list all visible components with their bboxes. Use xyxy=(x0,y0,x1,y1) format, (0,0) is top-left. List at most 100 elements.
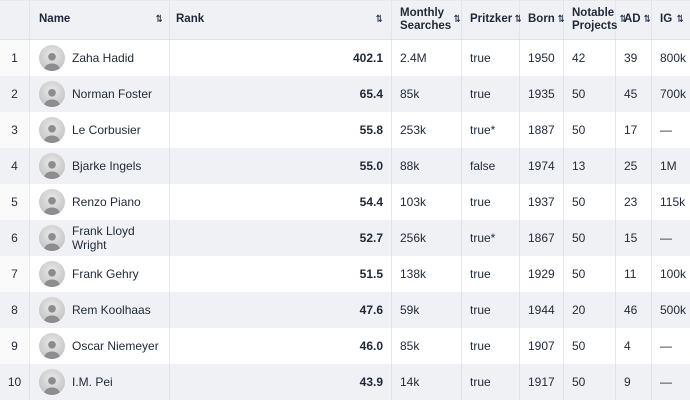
ad-cell: 4 xyxy=(616,328,652,364)
table-body: 1 Zaha Hadid 402.1 2.4M true 1950 42 39 … xyxy=(0,40,690,400)
ad-cell: 17 xyxy=(616,112,652,148)
ad-value: 9 xyxy=(624,375,631,389)
table-row: 3 Le Corbusier 55.8 253k true* 1887 50 1… xyxy=(0,112,690,148)
notable-projects-value: 50 xyxy=(572,375,586,389)
rank-value: 65.4 xyxy=(359,87,383,101)
rank-value: 54.4 xyxy=(359,195,383,209)
name-cell: I.M. Pei xyxy=(30,364,170,400)
ad-value: 11 xyxy=(624,267,637,281)
architect-name: Rem Koolhaas xyxy=(72,302,151,317)
sort-icon[interactable]: ⇅ xyxy=(155,14,163,26)
row-number: 5 xyxy=(11,195,18,209)
ad-cell: 45 xyxy=(616,76,652,112)
notable-projects-value: 20 xyxy=(572,303,586,317)
monthly-searches-value: 85k xyxy=(400,339,420,353)
row-number-cell: 1 xyxy=(0,40,30,76)
row-number: 10 xyxy=(7,375,22,389)
ig-value: 800k xyxy=(660,51,687,65)
row-number-cell: 6 xyxy=(0,220,30,256)
notable-projects-cell: 13 xyxy=(564,148,616,184)
architect-avatar xyxy=(39,45,65,71)
rank-bar-track xyxy=(176,194,338,211)
ig-value: — xyxy=(660,123,672,137)
born-cell: 1950 xyxy=(520,40,564,76)
monthly-searches-cell: 85k xyxy=(392,328,462,364)
ig-value: 115k xyxy=(660,195,686,209)
sort-icon[interactable]: ⇅ xyxy=(453,14,461,26)
born-value: 1937 xyxy=(528,195,555,209)
notable-projects-cell: 50 xyxy=(564,112,616,148)
ig-value: 100k xyxy=(660,267,687,281)
row-number: 9 xyxy=(11,339,18,353)
architect-name: Bjarke Ingels xyxy=(72,158,142,173)
pritzker-cell: true xyxy=(462,328,520,364)
monthly-searches-cell: 253k xyxy=(392,112,462,148)
rank-cell: 402.1 xyxy=(170,40,392,76)
monthly-searches-value: 85k xyxy=(400,87,420,101)
sort-icon[interactable]: ⇅ xyxy=(643,14,651,26)
ig-value: — xyxy=(660,339,672,353)
table-row: 1 Zaha Hadid 402.1 2.4M true 1950 42 39 … xyxy=(0,40,690,76)
ad-cell: 11 xyxy=(616,256,652,292)
ig-cell: 100k xyxy=(652,256,690,292)
born-value: 1950 xyxy=(528,51,555,65)
row-number: 1 xyxy=(11,51,18,65)
architect-avatar xyxy=(39,333,65,359)
architect-name: Renzo Piano xyxy=(72,194,141,209)
notable-projects-value: 50 xyxy=(572,195,586,209)
sort-icon[interactable]: ⇅ xyxy=(557,14,565,26)
sort-icon[interactable]: ⇅ xyxy=(515,14,522,26)
ad-value: 39 xyxy=(624,51,638,65)
header-label: AD xyxy=(624,13,641,26)
ad-value: 15 xyxy=(624,231,638,245)
rank-value: 43.9 xyxy=(359,375,383,389)
born-cell: 1974 xyxy=(520,148,564,184)
monthly-searches-cell: 103k xyxy=(392,184,462,220)
header-ad[interactable]: AD ⇅ xyxy=(616,1,652,39)
name-cell: Frank Lloyd Wright xyxy=(30,220,170,256)
rank-bar-track xyxy=(176,230,338,247)
born-value: 1867 xyxy=(528,231,555,245)
pritzker-cell: false xyxy=(462,148,520,184)
header-rank[interactable]: Rank ⇅ xyxy=(170,1,392,39)
row-number-cell: 4 xyxy=(0,148,30,184)
ad-cell: 39 xyxy=(616,40,652,76)
rank-cell: 55.0 xyxy=(170,148,392,184)
header-born[interactable]: Born ⇅ xyxy=(520,1,564,39)
table-row: 6 Frank Lloyd Wright 52.7 256k true* 186… xyxy=(0,220,690,256)
header-label: IG xyxy=(660,13,673,26)
sort-icon[interactable]: ⇅ xyxy=(676,14,684,26)
born-value: 1887 xyxy=(528,123,555,137)
row-number-cell: 7 xyxy=(0,256,30,292)
pritzker-value: false xyxy=(470,159,496,173)
sort-icon[interactable]: ⇅ xyxy=(620,14,627,26)
pritzker-cell: true* xyxy=(462,112,520,148)
sort-icon[interactable]: ⇅ xyxy=(375,14,383,26)
header-pritzker[interactable]: Pritzker ⇅ xyxy=(462,1,522,39)
rank-value: 46.0 xyxy=(359,339,383,353)
born-cell: 1917 xyxy=(520,364,564,400)
header-monthly-searches[interactable]: Monthly Searches ⇅ xyxy=(392,1,462,39)
notable-projects-value: 13 xyxy=(572,159,586,173)
notable-projects-cell: 50 xyxy=(564,328,616,364)
architect-name: Oscar Niemeyer xyxy=(72,338,159,353)
ig-value: — xyxy=(660,231,672,245)
pritzker-value: true xyxy=(470,339,491,353)
monthly-searches-value: 256k xyxy=(400,231,427,245)
pritzker-value: true xyxy=(470,195,491,209)
header-name[interactable]: Name ⇅ xyxy=(30,1,170,39)
architect-avatar xyxy=(39,369,65,395)
header-label: Rank xyxy=(176,13,205,26)
born-cell: 1887 xyxy=(520,112,564,148)
rank-cell: 55.8 xyxy=(170,112,392,148)
architect-name: Zaha Hadid xyxy=(72,50,135,65)
rank-cell: 52.7 xyxy=(170,220,392,256)
ad-value: 23 xyxy=(624,195,638,209)
pritzker-value: true xyxy=(470,51,491,65)
header-notable-projects[interactable]: Notable Projects ⇅ xyxy=(564,1,627,39)
header-ig[interactable]: IG ⇅ xyxy=(652,1,690,39)
ad-cell: 15 xyxy=(616,220,652,256)
rank-bar-track xyxy=(176,158,338,175)
name-cell: Bjarke Ingels xyxy=(30,148,170,184)
